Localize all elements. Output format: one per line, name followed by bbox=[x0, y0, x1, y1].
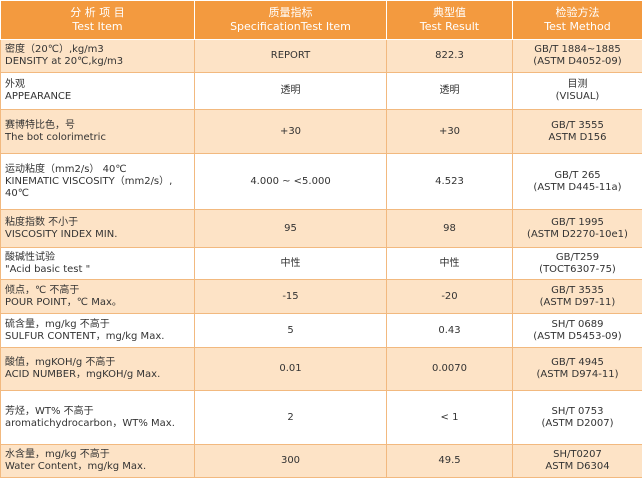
header-test-result: 典型值 Test Result bbox=[387, 1, 513, 40]
header-row: 分 析 项 目 Test Item 质量指标 SpecificationTest… bbox=[1, 1, 642, 40]
spec-cell: 95 bbox=[195, 210, 387, 248]
spec-cell: 中性 bbox=[195, 248, 387, 280]
method-cell: GB/T 265(ASTM D445-11a) bbox=[513, 154, 642, 210]
spec-cell: 4.000 ~ <5.000 bbox=[195, 154, 387, 210]
result-cell: 4.523 bbox=[387, 154, 513, 210]
method-cell: 目测(VISUAL) bbox=[513, 73, 642, 110]
spec-cell: 5 bbox=[195, 314, 387, 348]
result-cell: 822.3 bbox=[387, 40, 513, 73]
spec-cell: 300 bbox=[195, 445, 387, 478]
result-cell: 0.43 bbox=[387, 314, 513, 348]
header-test-method: 检验方法 Test Method bbox=[513, 1, 642, 40]
method-cell: GB/T 1884~1885(ASTM D4052-09) bbox=[513, 40, 642, 73]
spec-cell: REPORT bbox=[195, 40, 387, 73]
result-cell: 49.5 bbox=[387, 445, 513, 478]
spec-cell: 0.01 bbox=[195, 348, 387, 391]
method-cell: GB/T259(TOCT6307-75) bbox=[513, 248, 642, 280]
spec-cell: -15 bbox=[195, 280, 387, 314]
result-cell: 中性 bbox=[387, 248, 513, 280]
method-cell: SH/T 0689(ASTM D5453-09) bbox=[513, 314, 642, 348]
result-cell: 98 bbox=[387, 210, 513, 248]
spec-cell: 2 bbox=[195, 391, 387, 445]
table-row: 酸碱性试验"Acid basic test " 中性 中性 GB/T259(TO… bbox=[1, 248, 642, 280]
result-cell: -20 bbox=[387, 280, 513, 314]
test-item-cell: 酸碱性试验"Acid basic test " bbox=[1, 248, 195, 280]
method-cell: GB/T 3535(ASTM D97-11) bbox=[513, 280, 642, 314]
method-cell: GB/T 1995(ASTM D2270-10e1) bbox=[513, 210, 642, 248]
spec-cell: 透明 bbox=[195, 73, 387, 110]
header-test-item: 分 析 项 目 Test Item bbox=[1, 1, 195, 40]
result-cell: 透明 bbox=[387, 73, 513, 110]
spec-cell: +30 bbox=[195, 110, 387, 154]
method-cell: SH/T 0753(ASTM D2007) bbox=[513, 391, 642, 445]
result-cell: < 1 bbox=[387, 391, 513, 445]
header-specification: 质量指标 SpecificationTest Item bbox=[195, 1, 387, 40]
result-cell: +30 bbox=[387, 110, 513, 154]
method-cell: GB/T 4945(ASTM D974-11) bbox=[513, 348, 642, 391]
result-cell: 0.0070 bbox=[387, 348, 513, 391]
